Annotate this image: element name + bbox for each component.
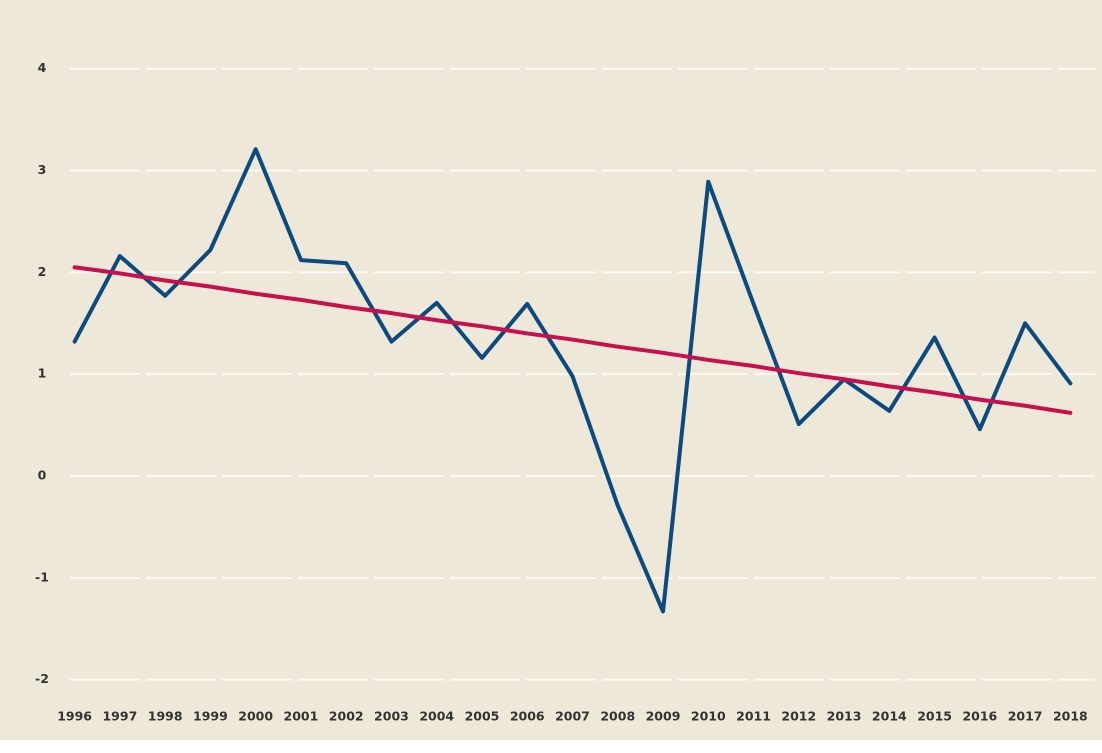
y-tick-label: 3: [38, 162, 47, 177]
x-tick-label: 2008: [600, 709, 635, 724]
series-line: [72, 265, 1073, 415]
x-tick-label: 2004: [419, 709, 454, 724]
x-tick-label: 2012: [781, 709, 816, 724]
x-tick-label: 1998: [148, 709, 183, 724]
y-tick-label: 2: [38, 264, 47, 279]
x-tick-label: 2015: [917, 709, 952, 724]
x-tick-label: 2018: [1053, 709, 1088, 724]
y-tick-label: -2: [35, 671, 49, 686]
x-tick-label: 1999: [193, 709, 228, 724]
y-tick-label: 1: [38, 366, 47, 381]
x-tick-label: 2007: [555, 709, 590, 724]
x-tick-label: 2005: [465, 709, 500, 724]
y-tick-label: 4: [38, 60, 47, 75]
x-tick-label: 2014: [872, 709, 907, 724]
x-tick-label: 2001: [284, 709, 319, 724]
x-tick-label: 2003: [374, 709, 409, 724]
y-tick-label: 0: [38, 468, 47, 483]
x-tick-label: 2000: [238, 709, 273, 724]
x-tick-label: 1997: [102, 709, 137, 724]
x-tick-label: 2009: [646, 709, 681, 724]
x-tick-label: 2011: [736, 709, 771, 724]
y-tick-label: -1: [35, 569, 49, 584]
x-tick-label: 2002: [329, 709, 364, 724]
x-tick-label: 2006: [510, 709, 545, 724]
x-tick-label: 2016: [962, 709, 997, 724]
x-tick-label: 2010: [691, 709, 726, 724]
x-tick-label: 2013: [827, 709, 862, 724]
x-tick-label: 2017: [1008, 709, 1043, 724]
x-tick-label: 1996: [57, 709, 92, 724]
series-line: [72, 147, 1073, 614]
